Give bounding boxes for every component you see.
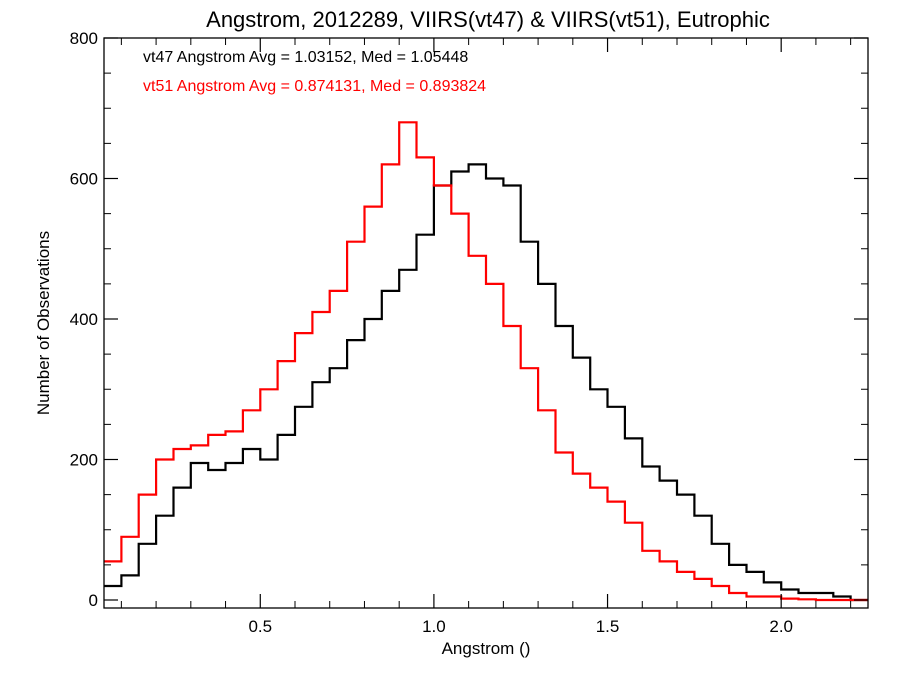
- y-axis-label: Number of Observations: [34, 231, 53, 415]
- y-tick-label: 400: [70, 310, 98, 329]
- annotation-vt47-stats: vt47 Angstrom Avg = 1.03152, Med = 1.054…: [143, 49, 468, 66]
- x-tick-label: 1.5: [596, 617, 620, 636]
- x-axis-label: Angstrom (): [442, 639, 531, 658]
- y-tick-label: 0: [89, 591, 98, 610]
- x-tick-label: 1.0: [422, 617, 446, 636]
- series-vt47-line: [104, 163, 868, 602]
- annotation-vt51-stats: vt51 Angstrom Avg = 0.874131, Med = 0.89…: [143, 78, 486, 95]
- y-tick-label: 200: [70, 451, 98, 470]
- axis-ticks: 0 200 400 600 800 0.5 1.0 1.5 2.0: [70, 29, 868, 636]
- y-tick-label: 800: [70, 29, 98, 48]
- plot-frame: [103, 37, 869, 609]
- x-tick-label: 2.0: [769, 617, 793, 636]
- chart-title: Angstrom, 2012289, VIIRS(vt47) & VIIRS(v…: [206, 7, 770, 32]
- series-vt51-line: [104, 121, 868, 602]
- x-tick-label: 0.5: [248, 617, 272, 636]
- y-tick-label: 600: [70, 170, 98, 189]
- series-layer: [104, 121, 868, 602]
